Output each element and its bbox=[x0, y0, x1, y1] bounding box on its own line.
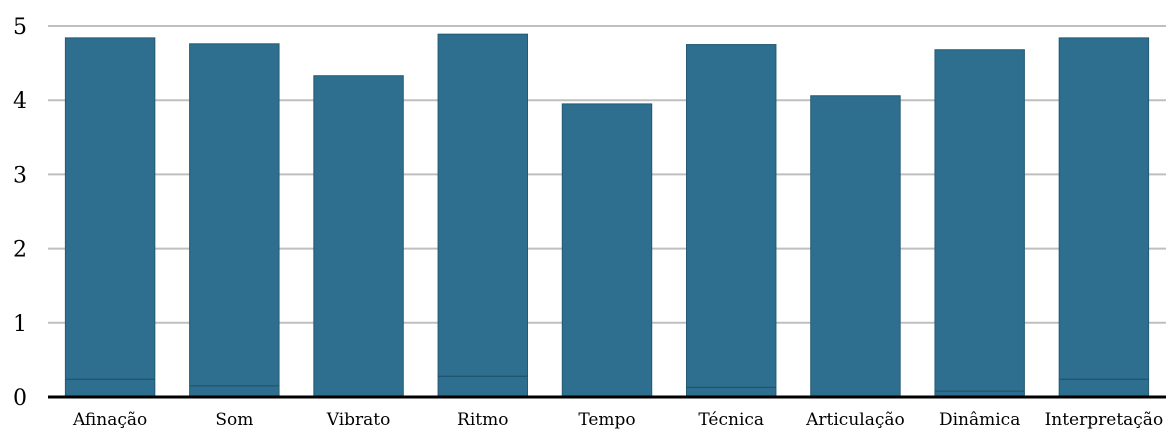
bar bbox=[810, 95, 901, 398]
x-tick-label: Dinâmica bbox=[939, 410, 1020, 430]
bar bbox=[1058, 37, 1150, 398]
bar bbox=[934, 49, 1025, 398]
bar bbox=[189, 43, 280, 398]
bar bbox=[561, 103, 653, 398]
y-tick-label: 5 bbox=[13, 15, 27, 40]
y-tick-label: 1 bbox=[13, 312, 27, 337]
bars bbox=[64, 33, 1150, 398]
y-tick-label: 3 bbox=[13, 163, 27, 188]
x-tick-label: Ritmo bbox=[457, 410, 508, 430]
x-tick-label: Interpretação bbox=[1045, 410, 1164, 430]
bar bbox=[313, 75, 404, 398]
x-axis-ticks: Afinação Som Vibrato Ritmo Tempo Técnica Artic… bbox=[72, 410, 1163, 430]
bar bbox=[64, 37, 156, 398]
bar bbox=[686, 44, 777, 398]
y-tick-label: 2 bbox=[13, 238, 27, 263]
x-tick-label: Articulação bbox=[805, 410, 905, 430]
x-tick-label: Vibrato bbox=[326, 410, 391, 430]
y-tick-label: 4 bbox=[13, 89, 27, 114]
y-tick-label: 0 bbox=[13, 386, 27, 411]
x-tick-label: Tempo bbox=[578, 410, 635, 430]
y-axis-ticks: 0 1 2 3 4 5 bbox=[13, 15, 27, 411]
x-tick-label: Técnica bbox=[698, 410, 764, 430]
x-tick-label: Afinação bbox=[72, 410, 147, 430]
bar bbox=[437, 33, 528, 398]
x-tick-label: Som bbox=[215, 410, 253, 430]
